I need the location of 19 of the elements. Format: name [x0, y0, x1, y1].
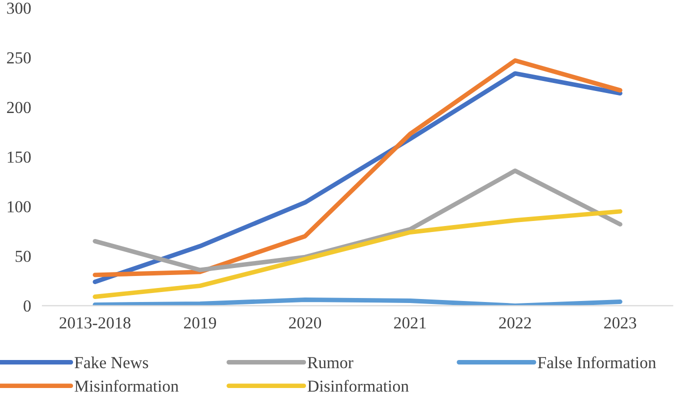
- x-tick-label: 2022: [499, 317, 531, 329]
- y-tick-label: 250: [7, 52, 31, 64]
- x-tick-label: 2019: [184, 317, 216, 329]
- y-tick-label: 100: [8, 201, 31, 212]
- x-tick-label: 2020: [289, 317, 322, 329]
- x-tick-label: 2021: [394, 317, 426, 329]
- legend-label: False Information: [538, 356, 656, 368]
- legend-label: Disinformation: [308, 380, 409, 392]
- y-tick-label: 300: [7, 2, 31, 14]
- x-tick-label: 2013-2018: [60, 317, 130, 329]
- legend-label: Fake News: [74, 356, 148, 368]
- y-tick-label: 50: [16, 250, 31, 262]
- legend-label: Rumor: [308, 357, 354, 368]
- line-series: [92, 209, 622, 299]
- x-tick-label: 2023: [604, 317, 636, 329]
- y-tick-label: 150: [8, 152, 31, 163]
- y-tick-label: 0: [24, 300, 31, 312]
- legend-label: Misinformation: [74, 380, 179, 392]
- y-tick-label: 200: [7, 102, 31, 114]
